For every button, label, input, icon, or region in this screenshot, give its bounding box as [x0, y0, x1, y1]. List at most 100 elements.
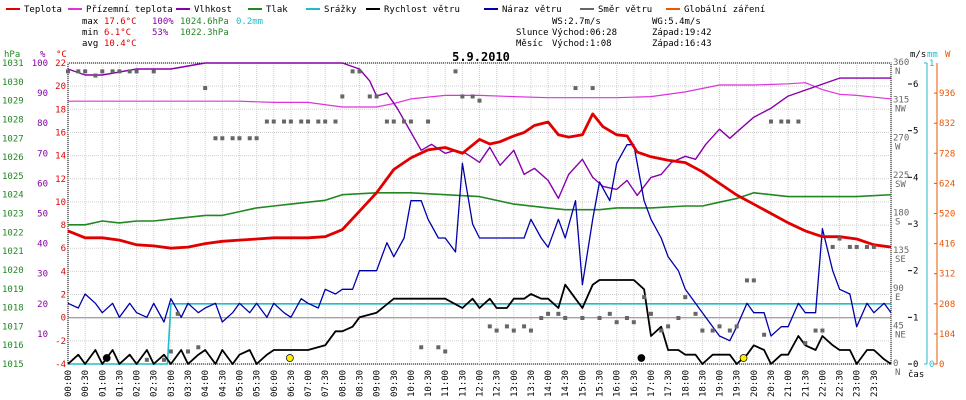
wind-direction-point	[66, 69, 70, 74]
wind-direction-point	[350, 69, 355, 74]
wind-direction-point	[453, 69, 458, 74]
temp-tick-label: 0	[61, 314, 66, 324]
wind-direction-point	[151, 69, 156, 74]
wind-direction-point	[436, 345, 441, 350]
pct-tick-label: 20	[37, 300, 48, 310]
wind-tick-label: 4	[913, 173, 918, 183]
direction-tick-label: NE	[895, 330, 906, 340]
wind-direction-point	[528, 328, 533, 333]
wind-direction-point	[546, 311, 551, 316]
pct-tick-label: 10	[37, 330, 48, 340]
rain-tick-label: 1	[929, 59, 934, 69]
x-tick-label: 20:30	[767, 370, 777, 397]
temp-tick-label: -4	[55, 360, 66, 370]
x-tick-label: 23:30	[870, 370, 880, 397]
x-tick-label: 02:30	[150, 370, 160, 397]
wind-direction-point	[813, 328, 818, 333]
wind-direction-point	[676, 316, 681, 321]
hpa-tick-label: 1020	[2, 266, 24, 276]
wind-direction-point	[93, 73, 98, 78]
direction-tick-label: N	[895, 67, 900, 77]
x-tick-label: 19:00	[716, 370, 726, 397]
wind-direction-point	[693, 311, 698, 316]
wind-direction-point	[659, 328, 664, 333]
stats-block: max 17.6°C 100% 1024.6hPa 0.2mm min 6.1°…	[82, 17, 263, 49]
radiation-tick-label: 208	[939, 300, 955, 310]
x-axis-label: čas	[908, 369, 924, 380]
wind-direction-point	[710, 328, 715, 333]
pct-tick-label: 80	[37, 119, 48, 129]
wind-direction-point	[203, 86, 208, 91]
x-tick-label: 15:30	[596, 370, 606, 397]
temp-tick-label: 18	[55, 105, 66, 115]
hpa-tick-label: 1027	[2, 134, 24, 144]
wind-direction-point	[727, 328, 732, 333]
pct-tick-label: 90	[37, 89, 48, 99]
axis-unit-hpa: hPa	[4, 50, 20, 60]
x-tick-label: 06:30	[287, 370, 297, 397]
legend-label: Náraz větru	[502, 5, 562, 15]
x-tick-label: 21:00	[784, 370, 794, 397]
radiation-tick-label: 832	[939, 119, 955, 129]
wind-direction-point	[847, 244, 852, 249]
wind-direction-point	[175, 311, 180, 316]
direction-tick-label: SE	[895, 255, 906, 265]
direction-tick-label: 90	[893, 284, 904, 294]
x-tick-label: 17:00	[647, 370, 657, 397]
wind-direction-point	[254, 136, 259, 141]
wind-direction-point	[522, 324, 527, 329]
wind-direction-point	[323, 119, 328, 124]
radiation-tick-label: 624	[939, 179, 955, 189]
x-tick-label: 21:30	[801, 370, 811, 397]
x-tick-label: 09:30	[390, 370, 400, 397]
wind-direction-point	[83, 69, 88, 74]
wind-direction-point	[487, 324, 492, 329]
wind-direction-point	[539, 316, 544, 321]
x-tick-label: 12:00	[476, 370, 486, 397]
wind-direction-point	[556, 311, 561, 316]
x-tick-label: 22:30	[836, 370, 846, 397]
hpa-tick-label: 1021	[2, 247, 24, 257]
x-tick-label: 06:00	[270, 370, 280, 397]
wind-direction-point	[624, 316, 629, 321]
astro-markers	[102, 354, 748, 362]
wind-direction-point	[734, 324, 739, 329]
wind-tick-label: 6	[913, 80, 918, 90]
direction-tick-label: SW	[895, 180, 906, 190]
wind-direction-point	[854, 244, 859, 249]
wind-direction-point	[299, 119, 304, 124]
moon-set-marker	[637, 354, 646, 362]
hpa-tick-label: 1025	[2, 172, 24, 182]
legend-label: Rychlost větru	[384, 5, 460, 15]
x-tick-label: 01:00	[98, 370, 108, 397]
direction-tick-label: 360	[893, 58, 909, 68]
wind-direction-point	[408, 119, 413, 124]
stats-min-temp: 6.1°C	[104, 28, 131, 38]
wind-direction-point	[340, 94, 345, 99]
stats-max-hum: 100%	[152, 17, 174, 27]
x-tick-label: 05:00	[235, 370, 245, 397]
radiation-tick-label: 0	[939, 360, 944, 370]
wind-direction-point	[762, 332, 767, 337]
hpa-tick-label: 1028	[2, 115, 24, 125]
x-tick-label: 10:00	[407, 370, 417, 397]
moon-rise-time: Východ:1:08	[552, 39, 612, 49]
wind-direction-point	[443, 349, 448, 354]
legend-label: Přízemní teplota	[86, 5, 173, 15]
stats-max-press: 1024.6hPa	[180, 17, 229, 27]
sun-rise-marker	[286, 354, 294, 362]
radiation-tick-label: 312	[939, 270, 955, 280]
wind-direction-point	[186, 349, 191, 354]
pct-tick-label: 40	[37, 240, 48, 250]
series-temperature	[67, 112, 892, 250]
stats-min-label: min	[82, 28, 98, 38]
radiation-tick-label: 728	[939, 149, 955, 159]
axis-unit-rad: W	[945, 50, 951, 60]
wind-direction-point	[864, 244, 869, 249]
wind-direction-point	[597, 316, 602, 321]
wind-direction-point	[494, 328, 499, 333]
pct-tick-label: 70	[37, 149, 48, 159]
wind-direction-point	[282, 119, 287, 124]
series-ground-temperature	[68, 82, 892, 108]
